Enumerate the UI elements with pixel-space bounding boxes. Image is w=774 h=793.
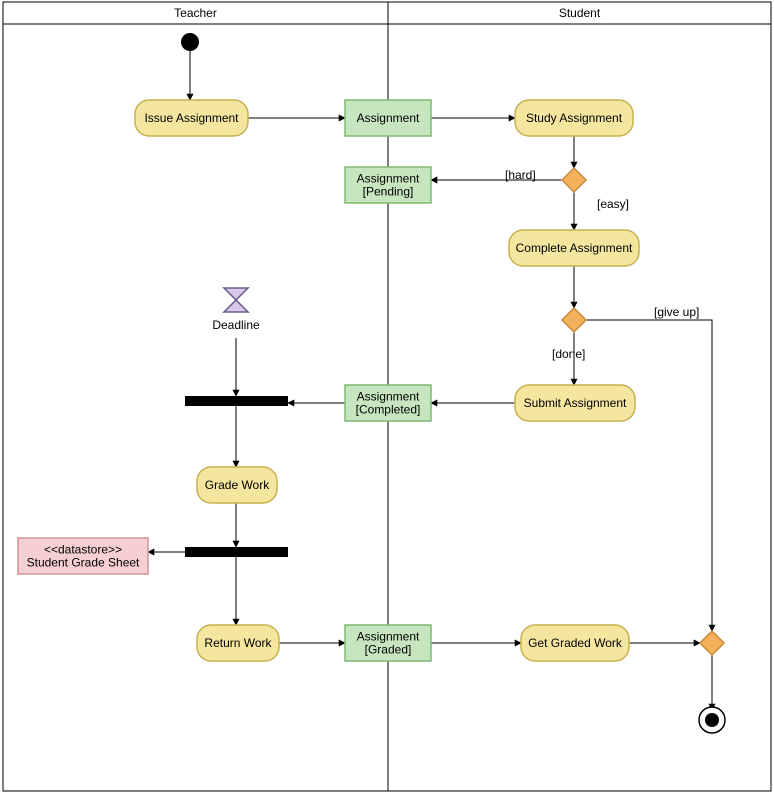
swimlane-header-teacher: Teacher	[174, 6, 217, 20]
edges: [hard] [easy] [done] [give up]	[148, 51, 712, 710]
svg-text:[hard]: [hard]	[505, 168, 536, 182]
node-decision3	[700, 631, 724, 655]
nodes: Issue Assignment Assignment Study Assignme…	[18, 33, 725, 733]
node-complete: Complete Assignment	[509, 230, 639, 266]
svg-text:[done]: [done]	[552, 347, 585, 361]
node-study: Study Assignment	[515, 100, 633, 136]
node-issue: Issue Assignment	[135, 100, 248, 136]
svg-text:Submit Assignment: Submit Assignment	[524, 396, 627, 410]
node-assignment_obj: Assignment	[345, 100, 431, 136]
svg-text:Student Grade Sheet: Student Grade Sheet	[27, 556, 140, 570]
svg-text:Assignment: Assignment	[357, 111, 420, 125]
svg-text:[easy]: [easy]	[597, 197, 629, 211]
node-start	[181, 33, 199, 51]
svg-text:Assignment: Assignment	[357, 630, 420, 644]
svg-text:Get Graded Work: Get Graded Work	[528, 636, 623, 650]
node-datastore: <<datastore>>Student Grade Sheet	[18, 538, 148, 574]
svg-text:Study Assignment: Study Assignment	[526, 111, 623, 125]
node-fork1	[185, 547, 288, 557]
node-return: Return Work	[197, 625, 279, 661]
svg-text:Assignment: Assignment	[357, 172, 420, 186]
svg-text:[Pending]: [Pending]	[363, 185, 414, 199]
svg-text:<<datastore>>: <<datastore>>	[44, 543, 122, 557]
swimlane-header-student: Student	[559, 6, 601, 20]
node-getgraded: Get Graded Work	[521, 625, 629, 661]
svg-text:[Graded]: [Graded]	[365, 643, 412, 657]
node-pending: Assignment[Pending]	[345, 167, 431, 203]
svg-text:Issue Assignment: Issue Assignment	[144, 111, 239, 125]
svg-text:Grade Work: Grade Work	[205, 478, 270, 492]
node-submit: Submit Assignment	[515, 385, 635, 421]
node-final	[699, 707, 725, 733]
node-graded: Assignment[Graded]	[345, 625, 431, 661]
svg-text:Return Work: Return Work	[204, 636, 272, 650]
node-hourglass: Deadline	[212, 288, 260, 332]
node-decision1	[562, 168, 586, 192]
node-grade: Grade Work	[197, 467, 277, 503]
svg-text:Complete Assignment: Complete Assignment	[516, 241, 633, 255]
svg-text:Assignment: Assignment	[357, 390, 420, 404]
node-join1	[185, 396, 288, 406]
node-decision2	[562, 308, 586, 332]
svg-text:[give up]: [give up]	[654, 305, 699, 319]
svg-text:Deadline: Deadline	[212, 318, 260, 332]
svg-text:[Completed]: [Completed]	[356, 403, 421, 417]
activity-diagram: Teacher Student [hard] [easy] [done] [give up…	[0, 0, 774, 793]
node-completed: Assignment[Completed]	[345, 385, 431, 421]
